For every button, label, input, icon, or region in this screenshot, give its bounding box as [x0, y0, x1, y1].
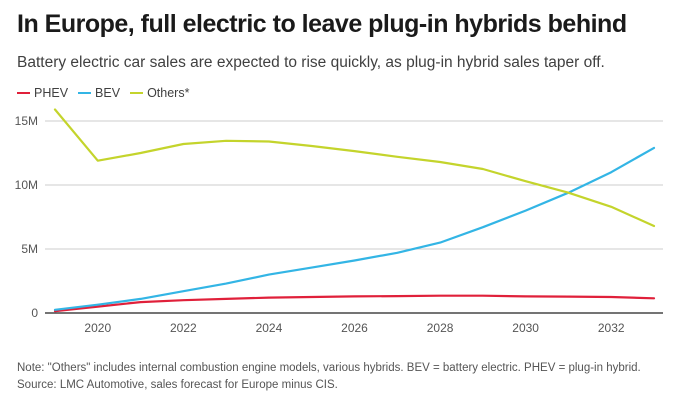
chart-subtitle: Battery electric car sales are expected … — [17, 54, 605, 71]
series-line-bev — [53, 146, 656, 311]
legend: PHEV BEV Others* — [17, 86, 199, 100]
legend-swatch-others — [130, 92, 144, 94]
x-tick-label: 2022 — [170, 321, 197, 335]
y-tick-label: 15M — [15, 114, 38, 128]
y-tick-label: 0 — [31, 306, 38, 320]
legend-swatch-phev — [17, 92, 30, 94]
source-note: Source: LMC Automotive, sales forecast f… — [17, 379, 338, 391]
legend-label-phev: PHEV — [34, 86, 69, 100]
legend-item-others: Others* — [130, 86, 189, 100]
x-tick-label: 2020 — [84, 321, 111, 335]
x-tick-label: 2028 — [427, 321, 454, 335]
x-tick-label: 2024 — [256, 321, 283, 335]
x-tick-label: 2032 — [598, 321, 625, 335]
chart-title: In Europe, full electric to leave plug-i… — [17, 10, 627, 38]
y-tick-label: 5M — [21, 242, 38, 256]
footnote: Note: "Others" includes internal combust… — [17, 362, 641, 374]
legend-item-bev: BEV — [78, 86, 120, 100]
x-tick-label: 2026 — [341, 321, 368, 335]
x-tick-label: 2030 — [512, 321, 539, 335]
legend-label-bev: BEV — [95, 86, 121, 100]
legend-label-others: Others* — [147, 86, 190, 100]
series-line-others — [53, 108, 656, 228]
legend-swatch-bev — [78, 92, 92, 94]
y-tick-label: 10M — [15, 178, 38, 192]
series-line-phev — [53, 294, 656, 313]
legend-item-phev: PHEV — [17, 86, 68, 100]
